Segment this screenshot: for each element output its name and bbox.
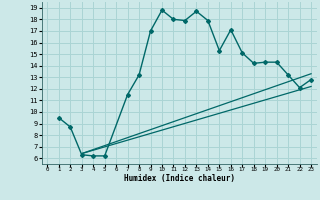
X-axis label: Humidex (Indice chaleur): Humidex (Indice chaleur) xyxy=(124,174,235,183)
